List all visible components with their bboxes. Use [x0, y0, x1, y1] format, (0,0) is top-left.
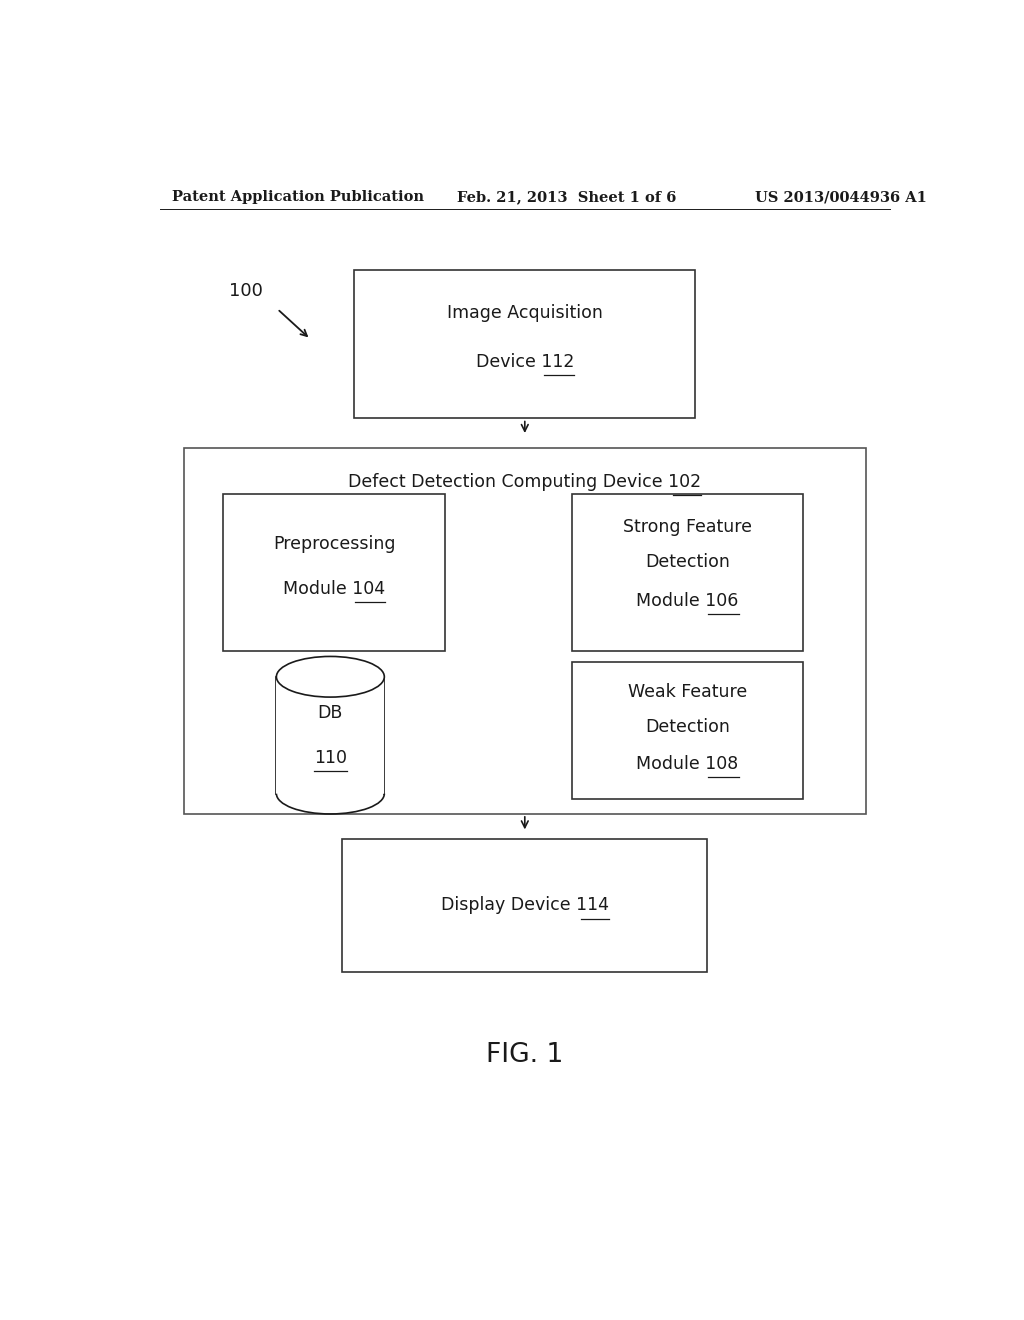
Text: Defect Detection Computing Device 102: Defect Detection Computing Device 102: [348, 473, 701, 491]
Text: DB: DB: [317, 704, 343, 722]
Ellipse shape: [276, 656, 384, 697]
Text: Display Device 114: Display Device 114: [440, 896, 609, 915]
Text: 110: 110: [314, 748, 347, 767]
Text: FIG. 1: FIG. 1: [486, 1041, 563, 1068]
Text: Preprocessing: Preprocessing: [273, 535, 395, 553]
FancyBboxPatch shape: [572, 494, 803, 651]
Text: Strong Feature: Strong Feature: [623, 517, 752, 536]
Text: 100: 100: [228, 281, 262, 300]
FancyBboxPatch shape: [354, 271, 695, 417]
Text: Feb. 21, 2013  Sheet 1 of 6: Feb. 21, 2013 Sheet 1 of 6: [458, 190, 677, 205]
FancyBboxPatch shape: [183, 447, 866, 814]
FancyBboxPatch shape: [276, 677, 384, 793]
Text: Detection: Detection: [645, 718, 730, 737]
FancyBboxPatch shape: [223, 494, 445, 651]
Text: Weak Feature: Weak Feature: [628, 682, 748, 701]
Text: Patent Application Publication: Patent Application Publication: [172, 190, 424, 205]
Text: Detection: Detection: [645, 553, 730, 572]
Text: Device 112: Device 112: [475, 354, 574, 371]
FancyBboxPatch shape: [342, 840, 708, 972]
Text: Module 106: Module 106: [636, 593, 738, 610]
Text: Module 108: Module 108: [636, 755, 738, 772]
Text: US 2013/0044936 A1: US 2013/0044936 A1: [755, 190, 927, 205]
FancyBboxPatch shape: [572, 661, 803, 799]
Text: Module 104: Module 104: [284, 579, 385, 598]
Text: Image Acquisition: Image Acquisition: [446, 305, 603, 322]
